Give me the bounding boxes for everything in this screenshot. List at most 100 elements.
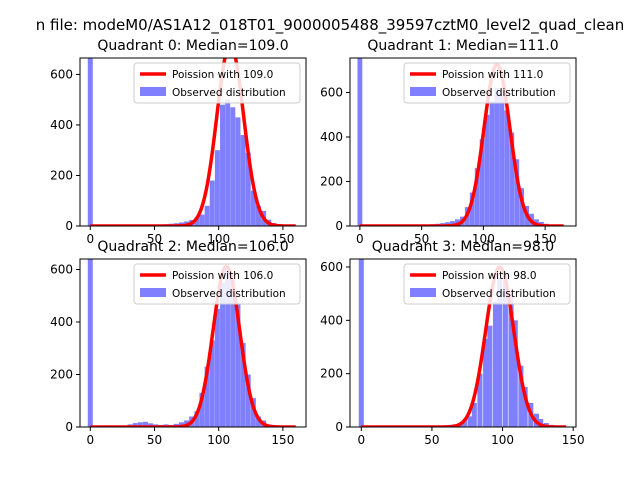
quadrant-1-axis-frame (349, 57, 577, 227)
quadrant-0-ytick-label: 200 (50, 168, 73, 182)
quadrant-1-legend-poisson-label: Poission with 111.0 (442, 69, 543, 81)
quadrant-3-legend: Poission with 98.0 Observed distribution (403, 263, 571, 305)
quadrant-0-legend-observed-swatch (140, 87, 166, 96)
quadrant-3-axis-frame (349, 258, 577, 428)
quadrant-2-observed-bar (142, 421, 148, 427)
quadrant-3-title: Quadrant 3: Median=98.0 (372, 239, 554, 255)
quadrant-2-xtick-label: 100 (207, 433, 230, 447)
quadrant-3-axes: Quadrant 3: Median=98.0 0 50 100 150 0 200 400 6… (320, 239, 585, 447)
quadrant-1-observed-bar (484, 114, 490, 226)
quadrant-3-observed-bar (487, 325, 493, 427)
quadrant-1-xtick-label: 0 (356, 232, 364, 246)
quadrant-0-observed-bar (240, 135, 246, 226)
quadrant-0-poisson-curve (89, 58, 297, 226)
quadrant-2-observed-bar (240, 343, 246, 427)
quadrant-2-observed-bar (214, 308, 220, 427)
quadrant-3-observed-bar (522, 387, 528, 427)
quadrant-2-observed-bar (132, 423, 138, 427)
quadrant-2-xtick-label: 150 (271, 433, 294, 447)
quadrant-1-plot-area (357, 58, 565, 226)
quadrant-2-observed-bar (178, 422, 184, 427)
quadrant-2-observed-bar (148, 423, 154, 427)
quadrant-3-observed-bar (477, 373, 483, 427)
quadrant-0-ytick-label: 0 (65, 219, 73, 233)
quadrant-2-observed-bar (87, 259, 93, 427)
quadrant-2-observed-bar (199, 392, 205, 427)
quadrant-0-observed-bar (209, 180, 215, 226)
quadrant-2-legend-observed-swatch (140, 288, 166, 297)
quadrant-0-observed-bar (255, 205, 261, 226)
quadrant-0-xtick-label: 50 (147, 232, 162, 246)
quadrant-1-ytick-label: 600 (320, 85, 343, 99)
quadrant-3-observed-bar (512, 320, 518, 427)
quadrant-0-legend-box (133, 62, 301, 104)
quadrant-3-observed-bar (358, 259, 364, 427)
quadrant-3-observed-bar (483, 339, 489, 427)
quadrant-2-axis-frame (79, 258, 307, 428)
quadrant-1-observed-bar (474, 168, 480, 226)
quadrant-0-observed-bar (250, 190, 256, 226)
quadrant-3-legend-poisson-label: Poission with 98.0 (442, 270, 537, 282)
quadrant-0-title: Quadrant 0: Median=109.0 (97, 38, 288, 54)
quadrant-0-observed-bar (225, 99, 231, 226)
quadrant-1-observed-bar (509, 132, 515, 226)
quadrant-1-observed-bar (469, 192, 475, 226)
quadrant-0-legend: Poission with 109.0 Observed distribution (133, 62, 301, 104)
quadrant-0-plot-area (87, 58, 297, 226)
quadrant-0-xtick-label: 150 (271, 232, 294, 246)
quadrant-3-ytick-label: 200 (320, 367, 343, 381)
quadrant-2-observed-bar (235, 303, 241, 427)
quadrant-1-observed-bar (494, 88, 500, 226)
quadrant-2-ytick-label: 600 (50, 263, 73, 277)
quadrant-1-ytick-label: 0 (335, 219, 343, 233)
quadrant-3-observed-bar (508, 293, 514, 427)
quadrant-2-poisson-curve (89, 264, 297, 427)
quadrant-0-observed-bar (87, 58, 93, 226)
quadrant-1-observed-bar (450, 221, 455, 226)
quadrant-0-legend-observed-label: Observed distribution (172, 87, 286, 99)
quadrant-2-observed-bar (225, 266, 231, 427)
quadrant-2-title: Quadrant 2: Median=106.0 (97, 239, 288, 255)
quadrant-2-ytick-label: 0 (65, 420, 73, 434)
quadrant-0-observed-bar (245, 152, 251, 226)
quadrant-1-legend-observed-swatch (410, 87, 436, 96)
quadrant-0-axis-frame (79, 57, 307, 227)
quadrant-3-ytick-label: 600 (320, 260, 343, 274)
quadrant-2-xtick-label: 0 (86, 433, 94, 447)
quadrant-3-observed-bar (467, 416, 473, 427)
quadrant-3-observed-bar (502, 272, 508, 427)
quadrant-3-observed-bar (518, 365, 524, 427)
quadrant-1-observed-bar (514, 159, 520, 226)
quadrant-1-observed-bar (445, 222, 450, 226)
quadrant-3-legend-box (403, 263, 571, 305)
quadrant-3-ytick-label: 400 (320, 313, 343, 327)
quadrant-1-ytick-label: 200 (320, 174, 343, 188)
quadrant-1-ytick-label: 400 (320, 130, 343, 144)
quadrant-0-ytick-label: 600 (50, 67, 73, 81)
quadrant-3-observed-bar (497, 277, 503, 427)
quadrant-3-observed-bar (461, 420, 467, 427)
quadrant-0-xtick-label: 0 (86, 232, 94, 246)
quadrant-2-observed-bar (137, 422, 143, 427)
quadrant-2-ytick-label: 400 (50, 315, 73, 329)
quadrant-1-xtick-label: 50 (414, 232, 429, 246)
quadrant-0-legend-poisson-label: Poission with 109.0 (172, 69, 273, 81)
quadrant-2-observed-bar (255, 416, 261, 427)
quadrant-0-observed-bar (204, 205, 210, 226)
quadrant-0-axes: Quadrant 0: Median=109.0 0 50 100 150 0 200 400… (50, 38, 307, 246)
quadrant-1-title: Quadrant 1: Median=111.0 (367, 38, 558, 54)
quadrant-3-ytick-label: 0 (335, 420, 343, 434)
quadrant-2-plot-area (87, 259, 297, 427)
quadrant-2-observed-bar (245, 374, 251, 427)
quadrant-1-observed-bar (489, 101, 495, 226)
quadrant-3-poisson-curve (360, 265, 568, 427)
quadrant-3-legend-observed-swatch (410, 288, 436, 297)
quadrant-1-poisson-curve (358, 62, 565, 226)
figure-suptitle: n file: modeM0/AS1A12_018T01_9000005488_… (36, 16, 625, 35)
quadrant-0-ytick-label: 400 (50, 118, 73, 132)
quadrant-1-legend-observed-label: Observed distribution (442, 87, 556, 99)
quadrant-3-legend-observed-label: Observed distribution (442, 288, 556, 300)
quadrant-0-observed-bar (199, 214, 205, 226)
quadrant-2-xtick-label: 50 (147, 433, 162, 447)
